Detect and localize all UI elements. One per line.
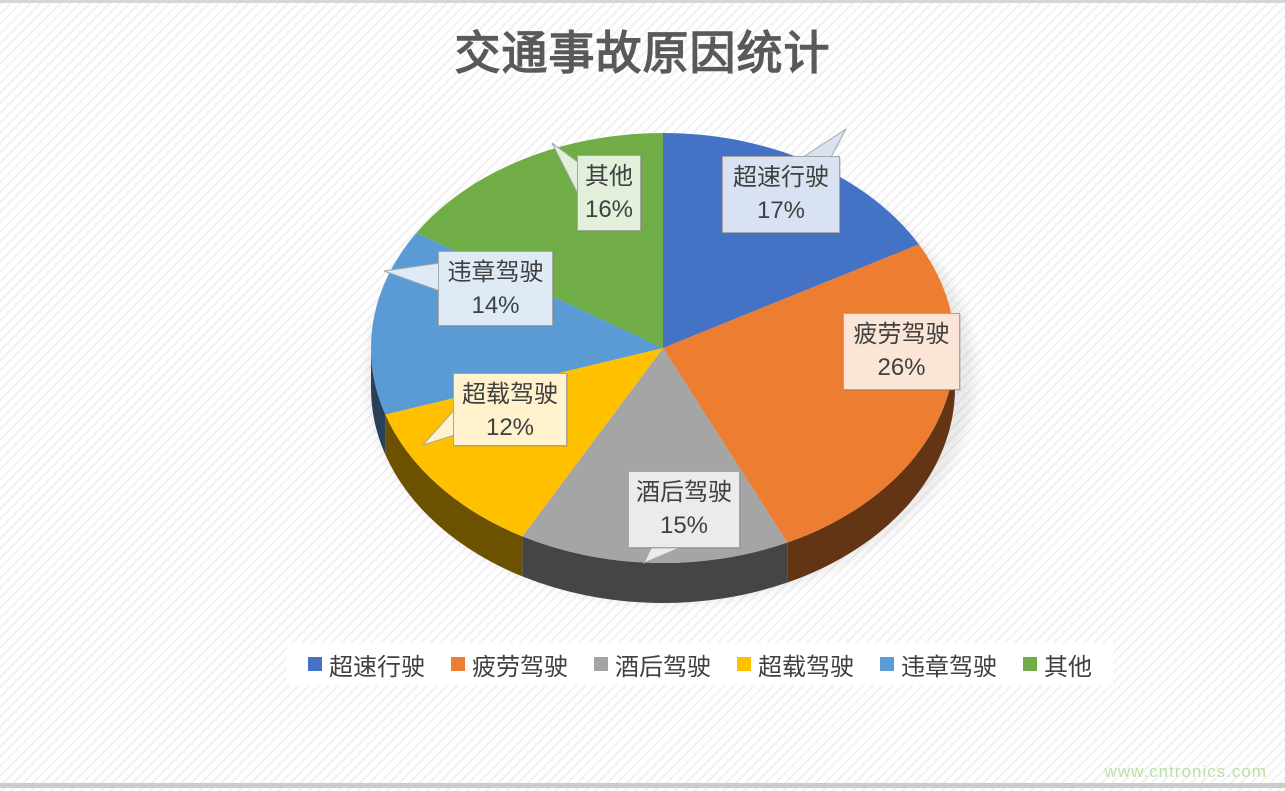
legend-swatch-2 — [594, 657, 608, 671]
legend-item-5: 其他 — [1023, 647, 1092, 682]
pie-slice-2-side — [522, 536, 788, 604]
callout-percent: 26% — [877, 354, 926, 381]
callout-slice-5: 其他 16% — [577, 155, 641, 231]
legend-label-5: 其他 — [1044, 653, 1092, 681]
legend-label-1: 疲劳驾驶 — [472, 653, 568, 681]
pie-slice-4-side — [371, 348, 386, 455]
callout-label: 超载驾驶 — [462, 381, 558, 408]
legend-item-1: 疲劳驾驶 — [451, 647, 568, 682]
legend-item-2: 酒后驾驶 — [594, 647, 711, 682]
legend-label-4: 违章驾驶 — [901, 653, 997, 681]
chart-legend: 超速行驶 疲劳驾驶 酒后驾驶 超载驾驶 违章驾驶 其他 — [287, 643, 1113, 685]
legend-swatch-3 — [737, 657, 751, 671]
callout-percent: 15% — [659, 512, 709, 539]
legend-item-4: 违章驾驶 — [880, 647, 997, 682]
legend-item-0: 超速行驶 — [308, 647, 425, 682]
legend-swatch-1 — [451, 657, 465, 671]
legend-label-2: 酒后驾驶 — [615, 653, 711, 681]
callout-label: 疲劳驾驶 — [853, 321, 950, 348]
callout-percent: 17% — [756, 197, 806, 224]
watermark: www.cntronics.com — [1104, 762, 1267, 781]
callout-slice-2: 酒后驾驶 15% — [628, 471, 740, 548]
legend-swatch-0 — [308, 657, 322, 671]
callout-label: 酒后驾驶 — [636, 479, 732, 506]
legend-label-3: 超载驾驶 — [758, 653, 854, 681]
callout-slice-0: 超速行驶 17% — [722, 156, 840, 233]
callout-slice-3: 超载驾驶 12% — [453, 373, 567, 446]
pie-slice-3-side — [385, 414, 523, 577]
legend-label-0: 超速行驶 — [329, 653, 425, 681]
callout-label: 超速行驶 — [733, 164, 829, 191]
callout-label: 违章驾驶 — [447, 259, 544, 286]
callout-slice-4: 违章驾驶 14% — [438, 251, 553, 326]
bottom-strip — [0, 783, 1285, 788]
callout-tail-0 — [798, 128, 847, 160]
callout-percent: 16% — [584, 196, 634, 223]
legend-swatch-4 — [880, 657, 894, 671]
callout-percent: 14% — [471, 292, 520, 319]
legend-swatch-5 — [1023, 657, 1037, 671]
callout-slice-1: 疲劳驾驶 26% — [843, 313, 960, 390]
callout-label: 其他 — [585, 163, 633, 190]
chart-title: 交通事故原因统计 — [454, 27, 831, 79]
callout-percent: 12% — [485, 414, 535, 441]
legend-item-3: 超载驾驶 — [737, 647, 854, 682]
pie-slice-1-side — [787, 348, 955, 583]
page-background: 交通事故原因统计 超速行驶 17% 疲劳驾驶 26% 酒后驾驶 15% 超载驾驶 12% 违章驾… — [0, 3, 1285, 788]
